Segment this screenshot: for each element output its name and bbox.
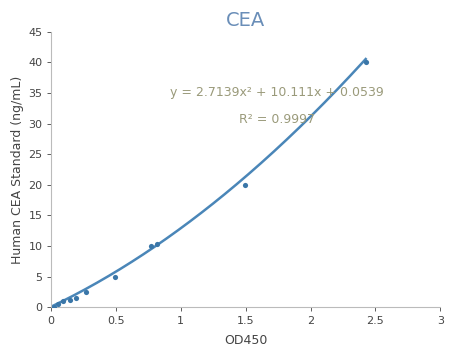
Point	[50, 304, 57, 310]
Point	[148, 243, 155, 249]
Point	[241, 182, 248, 188]
Point	[111, 274, 119, 280]
Point	[60, 298, 67, 304]
Point	[66, 297, 74, 303]
Point	[154, 241, 161, 247]
Text: y = 2.7139x² + 10.111x + 0.0539: y = 2.7139x² + 10.111x + 0.0539	[170, 86, 384, 99]
Point	[72, 295, 80, 301]
Y-axis label: Human CEA Standard (ng/mL): Human CEA Standard (ng/mL)	[11, 75, 24, 263]
X-axis label: OD450: OD450	[224, 334, 267, 347]
Text: R² = 0.9997: R² = 0.9997	[239, 113, 315, 126]
Point	[82, 289, 89, 295]
Point	[55, 301, 62, 307]
Title: CEA: CEA	[226, 11, 265, 30]
Point	[362, 59, 369, 65]
